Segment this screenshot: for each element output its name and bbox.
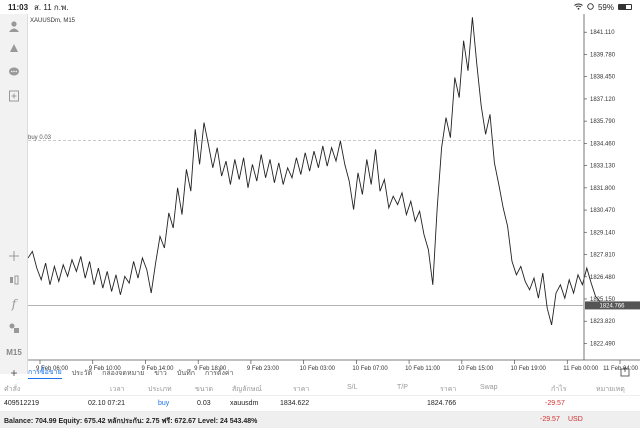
export-icon[interactable] bbox=[620, 366, 630, 379]
cell-order: 409512219 bbox=[4, 400, 40, 407]
add-icon[interactable]: + bbox=[10, 366, 18, 380]
tab-trade[interactable]: การซื้อขาย bbox=[28, 367, 62, 379]
chart-toolbar: f M15 bbox=[0, 14, 28, 374]
col-profit: กำไร bbox=[551, 386, 567, 393]
col-order: คำสั่ง bbox=[4, 386, 21, 393]
status-date: ส. 11 ก.พ. bbox=[34, 2, 69, 12]
y-tick-label: 1829.140 bbox=[590, 230, 616, 236]
tab-journal[interactable]: บันทึก bbox=[176, 369, 195, 377]
cell-profit: -29.57 bbox=[545, 400, 565, 407]
battery-text: 59% bbox=[597, 2, 614, 12]
y-tick-label: 1831.800 bbox=[590, 186, 616, 192]
trade-icon[interactable] bbox=[4, 38, 24, 58]
tab-news[interactable]: ข่าว bbox=[154, 369, 167, 377]
col-size: ขนาด bbox=[195, 386, 214, 393]
chat-icon[interactable] bbox=[4, 62, 24, 82]
tab-history[interactable]: ประวัติ bbox=[71, 369, 93, 377]
y-tick-label: 1825.150 bbox=[590, 297, 616, 303]
x-tick-label: 9 Feb 23:00 bbox=[247, 366, 280, 372]
y-tick-label: 1833.130 bbox=[590, 164, 616, 170]
currency: USD bbox=[568, 416, 583, 423]
battery-icon bbox=[618, 4, 632, 10]
cell-symbol: xauusdm bbox=[230, 400, 259, 407]
chart-svg: buy 0.03 1841.110 1839.780 1838.450 1837.12… bbox=[27, 14, 640, 372]
price-tag bbox=[585, 301, 640, 310]
y-tick-label: 1827.810 bbox=[590, 253, 616, 259]
x-tick-label: 10 Feb 07:00 bbox=[352, 366, 388, 372]
y-tick-label: 1835.790 bbox=[590, 119, 616, 125]
y-tick-label: 1837.120 bbox=[590, 97, 616, 103]
cell-type: buy bbox=[158, 400, 170, 407]
col-time: เวลา bbox=[110, 386, 125, 393]
tab-settings[interactable]: การตั้งค่า bbox=[204, 369, 234, 377]
col-symbol: สัญลักษณ์ bbox=[232, 386, 262, 393]
crosshair-icon[interactable] bbox=[4, 246, 24, 266]
x-tick-label: 9 Feb 18:00 bbox=[194, 366, 227, 372]
cell-open-price: 1834.622 bbox=[280, 400, 310, 407]
price-series-line bbox=[27, 17, 601, 326]
positions-table: คำสั่ง เวลา ประเภท ขนาด สัญลักษณ์ ราคา S… bbox=[0, 380, 640, 412]
col-current-price: ราคา bbox=[440, 386, 457, 393]
table-row[interactable]: 409512219 02.10 07:21 buy 0.03 xauusdm 1… bbox=[0, 396, 640, 412]
timeframe-label[interactable]: M15 bbox=[6, 348, 22, 357]
terminal-tabs: + การซื้อขาย ประวัติ กล่องจดหมาย ข่าว บั… bbox=[0, 366, 640, 380]
cell-price: 1824.766 bbox=[427, 400, 457, 407]
col-sl: S/L bbox=[347, 384, 358, 391]
col-comment: หมายเหตุ bbox=[596, 386, 625, 393]
y-tick-label: 1839.780 bbox=[590, 52, 616, 58]
x-tick-label: 10 Feb 19:00 bbox=[511, 366, 547, 372]
y-axis-ticks: 1841.110 1839.780 1838.450 1837.120 1835.790… bbox=[584, 30, 616, 347]
balance-text: Balance: 704.99 Equity: 675.42 หลักประกั… bbox=[4, 418, 258, 425]
x-tick-label: 9 Feb 14:00 bbox=[141, 366, 174, 372]
x-tick-label: 9 Feb 06:00 bbox=[36, 366, 69, 372]
cell-size: 0.03 bbox=[197, 400, 211, 407]
buy-line-label: buy 0.03 bbox=[28, 135, 52, 141]
x-tick-label: 11 Feb 00:00 bbox=[563, 366, 599, 372]
col-price: ราคา bbox=[293, 386, 310, 393]
y-tick-label: 1822.490 bbox=[590, 341, 616, 347]
add-chart-icon[interactable] bbox=[4, 86, 24, 106]
cell-time: 02.10 07:21 bbox=[88, 400, 125, 407]
status-time: 11:03 bbox=[8, 2, 29, 12]
alarm-icon bbox=[587, 2, 594, 12]
col-swap: Swap bbox=[480, 384, 498, 391]
table-header: คำสั่ง เวลา ประเภท ขนาด สัญลักษณ์ ราคา S… bbox=[0, 380, 640, 396]
y-tick-label: 1826.480 bbox=[590, 275, 616, 281]
y-tick-label: 1834.460 bbox=[590, 141, 616, 147]
balance-bar: Balance: 704.99 Equity: 675.42 หลักประกั… bbox=[0, 412, 640, 428]
function-icon[interactable]: f bbox=[11, 297, 17, 311]
x-tick-label: 10 Feb 11:00 bbox=[405, 366, 441, 372]
col-type: ประเภท bbox=[148, 386, 172, 393]
symbol-label: XAUUSDm, M15 bbox=[30, 18, 76, 24]
status-bar: 11:03 ส. 11 ก.พ. 59% bbox=[0, 0, 640, 14]
x-tick-label: 9 Feb 10:00 bbox=[89, 366, 122, 372]
y-tick-label: 1841.110 bbox=[590, 30, 615, 36]
tab-mailbox[interactable]: กล่องจดหมาย bbox=[102, 369, 145, 377]
objects-icon[interactable] bbox=[4, 318, 24, 338]
y-tick-label: 1823.820 bbox=[590, 319, 616, 325]
col-tp: T/P bbox=[397, 384, 408, 391]
wifi-icon bbox=[574, 3, 583, 12]
y-tick-label: 1838.450 bbox=[590, 75, 616, 81]
indicators-icon[interactable] bbox=[4, 270, 24, 290]
person-icon[interactable] bbox=[4, 16, 24, 36]
price-tag-text: 1824.766 bbox=[599, 303, 625, 309]
x-tick-label: 10 Feb 03:00 bbox=[300, 366, 336, 372]
x-tick-label: 10 Feb 15:00 bbox=[458, 366, 494, 372]
price-chart[interactable]: buy 0.03 1841.110 1839.780 1838.450 1837.12… bbox=[27, 14, 640, 374]
y-tick-label: 1830.470 bbox=[590, 208, 616, 214]
total-profit: -29.57 bbox=[540, 416, 560, 423]
